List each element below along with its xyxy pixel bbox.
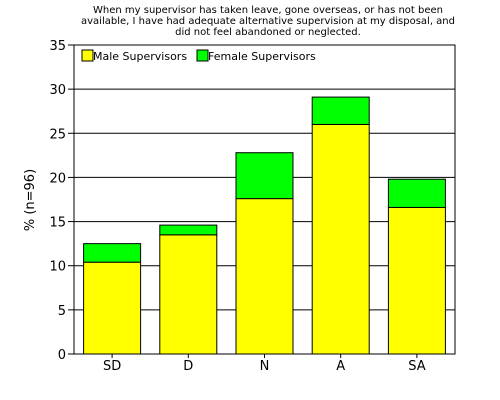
legend: Male Supervisors Female Supervisors: [81, 49, 316, 63]
title-line-2: available, I have had adequate alternati…: [81, 16, 455, 27]
legend-swatch-male: [81, 49, 94, 62]
x-tick-label: N: [260, 359, 270, 374]
y-tick-label: 35: [49, 39, 66, 54]
x-tick-label: A: [336, 359, 345, 374]
bar-sd-female: [83, 243, 142, 263]
x-tick-label: D: [183, 359, 193, 374]
bar-n-male: [235, 198, 294, 355]
bar-sd-male: [83, 261, 142, 355]
title-line-1: When my supervisor has taken leave, gone…: [93, 5, 443, 16]
y-axis-ticks: 0 5 10 15 20 25 30 35: [49, 39, 74, 363]
title-line-3: did not feel abandoned or neglected.: [175, 27, 361, 38]
bar-d-male: [159, 234, 218, 355]
y-tick-label: 25: [49, 127, 66, 142]
bars: [83, 96, 446, 355]
x-tick-label: SD: [103, 359, 121, 374]
bar-a-female: [311, 96, 370, 125]
y-axis-title: % (n=96): [23, 169, 38, 231]
y-tick-label: 0: [58, 348, 66, 363]
legend-label-female: Female Supervisors: [208, 50, 316, 63]
chart-title: When my supervisor has taken leave, gone…: [81, 5, 455, 38]
y-tick-label: 5: [58, 304, 66, 319]
legend-swatch-female: [196, 49, 209, 62]
bar-sa-male: [387, 206, 446, 355]
legend-label-male: Male Supervisors: [93, 50, 187, 63]
y-tick-label: 30: [49, 83, 66, 98]
bar-a-male: [311, 123, 370, 355]
y-tick-label: 10: [49, 260, 66, 275]
y-tick-label: 20: [49, 171, 66, 186]
x-axis-ticks: SD D N A SA: [103, 354, 426, 374]
x-tick-label: SA: [408, 359, 425, 374]
bar-d-female: [159, 224, 218, 236]
y-tick-label: 15: [49, 216, 66, 231]
bar-sa-female: [387, 178, 446, 208]
bar-n-female: [235, 152, 294, 200]
